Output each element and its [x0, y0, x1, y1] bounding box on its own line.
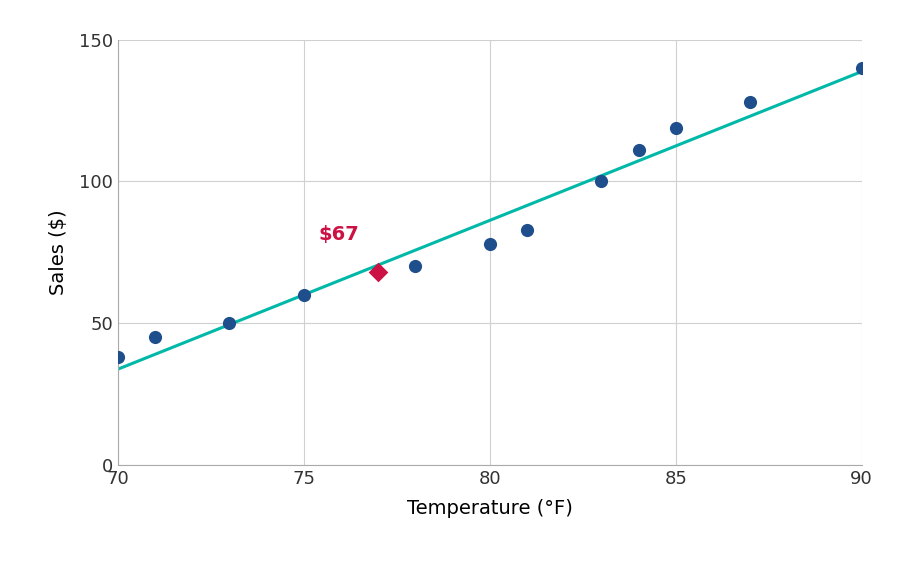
Text: $67: $67: [319, 225, 360, 244]
Point: [111, 353, 125, 362]
Point: [743, 98, 757, 107]
Point: [371, 268, 385, 277]
Point: [408, 262, 423, 271]
Y-axis label: Sales ($): Sales ($): [49, 209, 68, 295]
Point: [148, 333, 162, 342]
Point: [222, 319, 237, 328]
Point: [594, 177, 609, 186]
Point: [668, 123, 683, 132]
Point: [297, 290, 311, 299]
Point: [631, 146, 646, 155]
Point: [483, 239, 497, 248]
X-axis label: Temperature (°F): Temperature (°F): [407, 499, 572, 518]
Point: [520, 225, 534, 234]
Point: [854, 64, 869, 73]
